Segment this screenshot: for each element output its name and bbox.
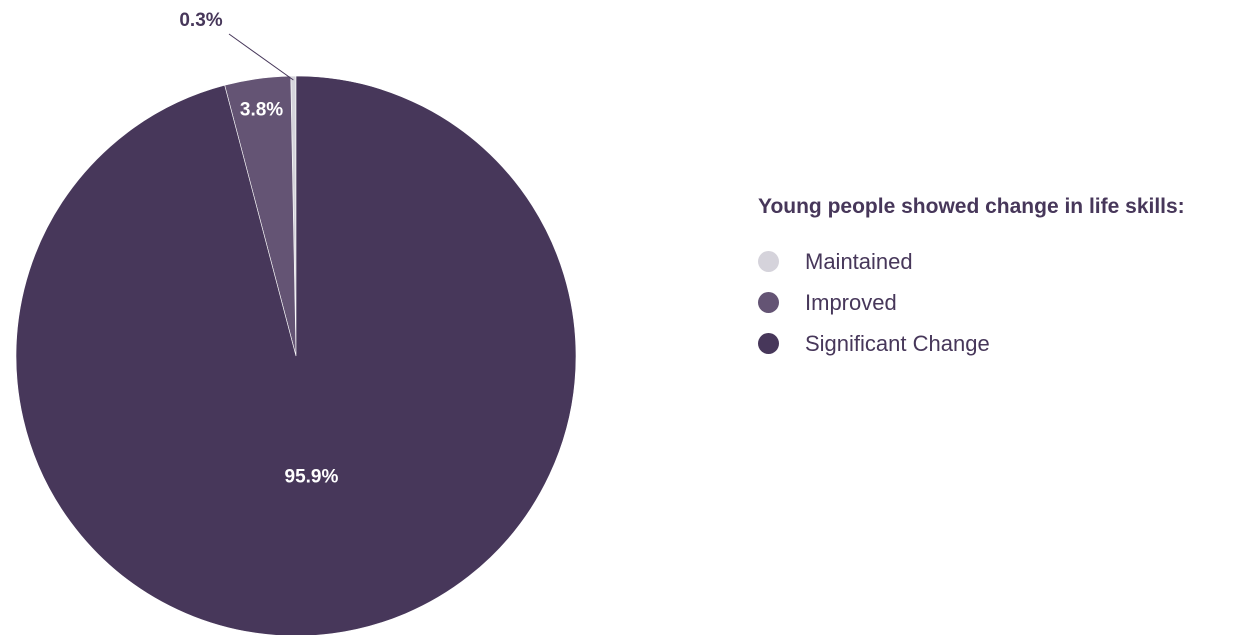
slice-label-significant-change: 95.9%	[285, 466, 339, 487]
legend-marker-significant-change	[758, 333, 779, 354]
legend-marker-maintained	[758, 251, 779, 272]
legend-marker-improved	[758, 292, 779, 313]
chart-legend: Young people showed change in life skill…	[758, 195, 1185, 364]
slice-label-improved: 3.8%	[240, 99, 283, 120]
legend-item-improved: Improved	[758, 282, 1185, 323]
pie-slice-significant-change	[15, 75, 577, 635]
leader-line-maintained	[228, 33, 294, 81]
slice-label-maintained: 0.3%	[179, 10, 222, 31]
legend-label-improved: Improved	[805, 289, 897, 315]
legend-item-significant-change: Significant Change	[758, 323, 1185, 364]
legend-label-significant-change: Significant Change	[805, 330, 990, 356]
legend-title: Young people showed change in life skill…	[758, 195, 1185, 218]
pie-chart: 0.3% 3.8% 95.9%	[15, 10, 577, 635]
legend-item-maintained: Maintained	[758, 241, 1185, 282]
legend-label-maintained: Maintained	[805, 248, 913, 274]
